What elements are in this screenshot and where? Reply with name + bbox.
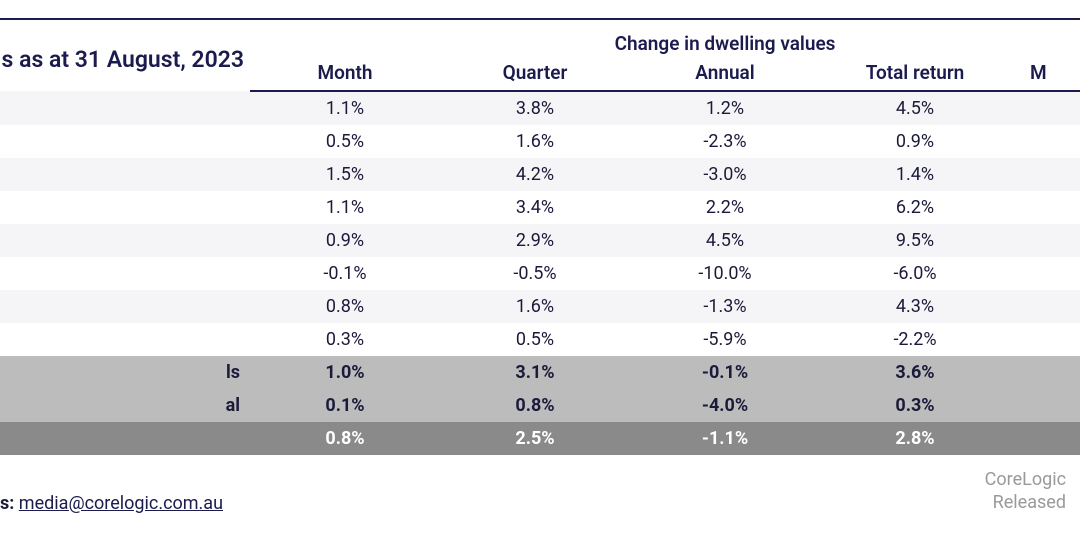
cell-month: 1.0% (250, 356, 440, 389)
table-row: 0.8%1.6%-1.3%4.3% (0, 290, 1080, 323)
cell-total: 0.9% (820, 125, 1010, 158)
cell-month: 1.5% (250, 158, 440, 191)
row-label (0, 224, 250, 257)
cell-quarter: 3.4% (440, 191, 630, 224)
cell-cut (1010, 158, 1080, 191)
table-row: 0.3%0.5%-5.9%-2.2% (0, 323, 1080, 356)
summary-label (0, 422, 250, 455)
col-header-cut: M (1010, 59, 1080, 91)
cell-cut (1010, 323, 1080, 356)
cell-month: 0.9% (250, 224, 440, 257)
footer-branding: CoreLogic Released (985, 469, 1066, 514)
cell-annual: -3.0% (630, 158, 820, 191)
cell-cut (1010, 91, 1080, 125)
cell-cut (1010, 356, 1080, 389)
cell-annual: -4.0% (630, 389, 820, 422)
cell-annual: 1.2% (630, 91, 820, 125)
footer-prefix: s: (0, 493, 14, 514)
table-title: s as at 31 August, 2023 (0, 20, 250, 91)
cell-annual: 4.5% (630, 224, 820, 257)
col-header-annual: Annual (630, 59, 820, 91)
cell-cut (1010, 191, 1080, 224)
cell-cut (1010, 290, 1080, 323)
cell-total: -6.0% (820, 257, 1010, 290)
table-row: -0.1%-0.5%-10.0%-6.0% (0, 257, 1080, 290)
cell-month: 1.1% (250, 91, 440, 125)
cell-total: 2.8% (820, 422, 1010, 455)
cell-cut (1010, 125, 1080, 158)
row-label (0, 290, 250, 323)
cell-annual: -5.9% (630, 323, 820, 356)
cell-month: 1.1% (250, 191, 440, 224)
col-header-month: Month (250, 59, 440, 91)
summary-row: ls1.0%3.1%-0.1%3.6% (0, 356, 1080, 389)
cell-quarter: 3.8% (440, 91, 630, 125)
cell-month: 0.3% (250, 323, 440, 356)
footer: s: media@corelogic.com.au CoreLogic Rele… (0, 469, 1080, 514)
cell-annual: 2.2% (630, 191, 820, 224)
cell-quarter: 2.5% (440, 422, 630, 455)
footer-email-link[interactable]: media@corelogic.com.au (19, 493, 223, 514)
cell-cut (1010, 257, 1080, 290)
summary-label: ls (0, 356, 250, 389)
cell-annual: -10.0% (630, 257, 820, 290)
table-row: 1.5%4.2%-3.0%1.4% (0, 158, 1080, 191)
cell-quarter: 0.8% (440, 389, 630, 422)
summary-row: 0.8%2.5%-1.1%2.8% (0, 422, 1080, 455)
cell-quarter: 3.1% (440, 356, 630, 389)
cell-cut (1010, 224, 1080, 257)
cell-total: 9.5% (820, 224, 1010, 257)
cell-quarter: 2.9% (440, 224, 630, 257)
cell-quarter: 4.2% (440, 158, 630, 191)
row-label (0, 125, 250, 158)
cell-quarter: -0.5% (440, 257, 630, 290)
footer-brand-line1: CoreLogic (985, 469, 1066, 492)
cell-quarter: 0.5% (440, 323, 630, 356)
cell-cut (1010, 422, 1080, 455)
cell-month: -0.1% (250, 257, 440, 290)
summary-row: al0.1%0.8%-4.0%0.3% (0, 389, 1080, 422)
cell-month: 0.5% (250, 125, 440, 158)
col-header-total: Total return (820, 59, 1010, 91)
super-header: Change in dwelling values (440, 20, 1010, 59)
cell-total: 3.6% (820, 356, 1010, 389)
footer-brand-line2: Released (985, 492, 1066, 515)
cell-month: 0.8% (250, 422, 440, 455)
cell-total: 6.2% (820, 191, 1010, 224)
table-row: 1.1%3.8%1.2%4.5% (0, 91, 1080, 125)
row-label (0, 91, 250, 125)
cell-total: 0.3% (820, 389, 1010, 422)
dwelling-values-table: s as at 31 August, 2023 Change in dwelli… (0, 20, 1080, 455)
cell-quarter: 1.6% (440, 125, 630, 158)
cell-annual: -0.1% (630, 356, 820, 389)
cell-annual: -2.3% (630, 125, 820, 158)
row-label (0, 323, 250, 356)
cell-total: 4.3% (820, 290, 1010, 323)
cell-total: 1.4% (820, 158, 1010, 191)
cell-total: -2.2% (820, 323, 1010, 356)
cell-cut (1010, 389, 1080, 422)
footer-contact: s: media@corelogic.com.au (0, 493, 223, 514)
table-row: 1.1%3.4%2.2%6.2% (0, 191, 1080, 224)
table-row: 0.5%1.6%-2.3%0.9% (0, 125, 1080, 158)
row-label (0, 158, 250, 191)
col-header-quarter: Quarter (440, 59, 630, 91)
table-row: 0.9%2.9%4.5%9.5% (0, 224, 1080, 257)
cell-total: 4.5% (820, 91, 1010, 125)
cell-annual: -1.3% (630, 290, 820, 323)
cell-quarter: 1.6% (440, 290, 630, 323)
cell-month: 0.8% (250, 290, 440, 323)
summary-label: al (0, 389, 250, 422)
row-label (0, 191, 250, 224)
cell-month: 0.1% (250, 389, 440, 422)
row-label (0, 257, 250, 290)
cell-annual: -1.1% (630, 422, 820, 455)
